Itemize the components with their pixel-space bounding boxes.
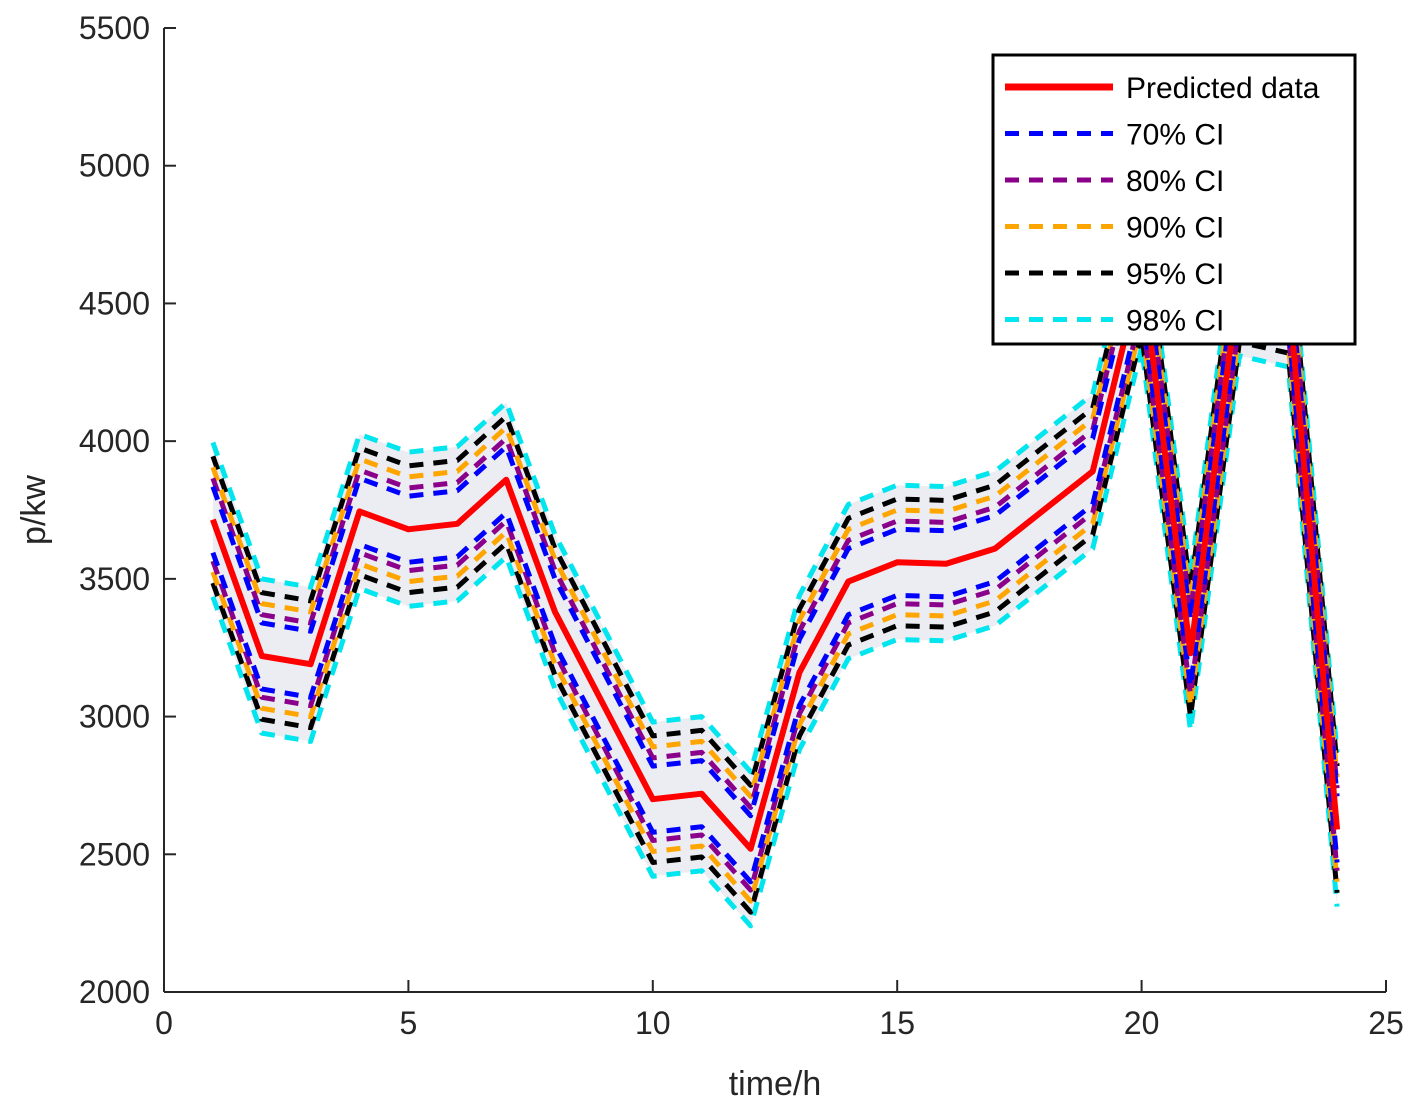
x-axis-label: time/h (729, 1065, 822, 1103)
y-tick-label: 3500 (79, 561, 150, 597)
y-tick-label: 3000 (79, 699, 150, 735)
legend-label-predicted-data: Predicted data (1126, 72, 1320, 105)
x-tick-label: 0 (155, 1005, 173, 1041)
lower-bound-70-ci-line (210, 300, 1340, 885)
y-tick-label: 5000 (79, 148, 150, 184)
y-tick-label: 4500 (79, 285, 150, 321)
lower-bound-98-ci-line (210, 345, 1340, 929)
legend-label-98-ci: 98% CI (1126, 305, 1224, 338)
x-tick-label: 15 (879, 1005, 915, 1041)
x-tick-label: 10 (635, 1005, 671, 1041)
ticks: 0 5 10 15 20 25 2000 2500 3000 3500 4000 4500 5000 55… (79, 10, 1404, 1041)
y-tick-label: 5500 (79, 10, 150, 46)
y-tick-label: 2500 (79, 836, 150, 872)
legend-label-70-ci: 70% CI (1126, 119, 1224, 152)
y-tick-label: 4000 (79, 423, 150, 459)
legend-label-95-ci: 95% CI (1126, 258, 1224, 291)
x-tick-label: 25 (1368, 1005, 1404, 1041)
legend: Predicted data 70% CI 80% CI 90% CI 95% CI 98… (991, 53, 1357, 346)
lower-bound-95-ci-line (210, 331, 1340, 915)
y-tick-label: 2000 (79, 974, 150, 1010)
x-tick-label: 20 (1124, 1005, 1160, 1041)
legend-label-80-ci: 80% CI (1126, 165, 1224, 198)
legend-box (991, 53, 1357, 346)
y-axis-label: p/kw (15, 475, 53, 545)
legend-label-90-ci: 90% CI (1126, 212, 1224, 245)
axes (163, 28, 1386, 993)
x-tick-label: 5 (400, 1005, 418, 1041)
